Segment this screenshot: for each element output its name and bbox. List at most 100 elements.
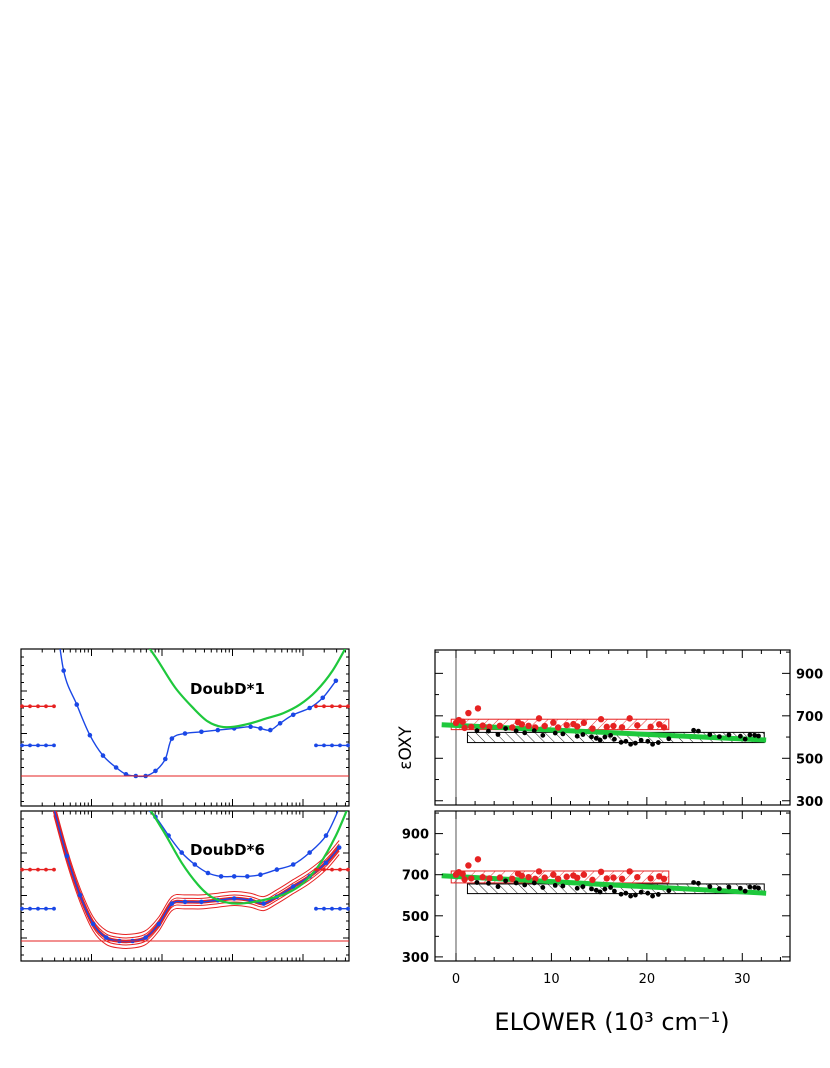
data-point [597, 716, 605, 723]
series-point [307, 850, 312, 855]
data-point [628, 741, 634, 747]
series-point [169, 736, 175, 741]
data-point [474, 880, 480, 885]
data-point [716, 734, 722, 740]
series-point [218, 874, 224, 879]
data-point [666, 888, 672, 894]
data-point [563, 721, 570, 729]
data-point [550, 871, 557, 878]
data-point [634, 722, 641, 729]
level-point [314, 906, 318, 911]
data-point [638, 889, 644, 895]
y-tick-label: 500 [796, 752, 823, 767]
data-point [503, 878, 509, 884]
data-point [522, 882, 528, 888]
data-point [633, 740, 638, 746]
level-point [52, 906, 56, 911]
data-point [560, 883, 566, 889]
level-point [28, 867, 32, 872]
series-point [205, 870, 211, 876]
data-point [468, 875, 475, 882]
data-point [645, 738, 651, 744]
panel-annotation: DoubD*1 [190, 680, 265, 698]
data-point [726, 884, 732, 890]
data-point [573, 874, 581, 881]
level-point [338, 743, 342, 748]
data-point [540, 885, 546, 890]
level-point [346, 743, 350, 748]
data-point [638, 737, 644, 743]
data-point [535, 715, 543, 722]
envelope-line [55, 811, 340, 935]
data-point [737, 885, 743, 891]
x-axis-label: ELOWER (10³ cm⁻¹) [494, 1008, 729, 1036]
level-point [20, 743, 24, 748]
data-point [691, 727, 697, 733]
data-point [603, 723, 610, 731]
data-point [610, 874, 617, 881]
series-point [290, 862, 296, 867]
x-tick-label: 30 [734, 972, 751, 987]
series-point [274, 867, 280, 872]
data-point [618, 739, 624, 745]
series-point [215, 727, 221, 733]
data-point [655, 740, 661, 745]
level-point [44, 743, 48, 748]
data-point [495, 732, 501, 737]
data-point [618, 724, 626, 731]
series-point [199, 729, 204, 735]
data-point [495, 884, 501, 890]
data-point [647, 723, 654, 731]
level-point [330, 906, 334, 911]
series-point [192, 862, 198, 867]
data-point [650, 741, 655, 747]
series-point [323, 860, 329, 866]
fit-line [441, 722, 767, 743]
data-point [742, 736, 748, 742]
data-point [540, 732, 546, 738]
y-tick-label: 700 [402, 869, 429, 884]
data-point [479, 873, 486, 881]
panel-frame [20, 648, 350, 807]
data-point [574, 733, 580, 739]
level-point [338, 704, 342, 709]
data-point [509, 724, 516, 731]
data-point [563, 873, 570, 880]
level-point [36, 906, 40, 911]
data-point [474, 856, 482, 863]
data-point [608, 732, 613, 738]
data-point [525, 722, 532, 730]
series-point [231, 874, 237, 879]
data-point [574, 885, 580, 891]
series-point [90, 921, 96, 927]
data-point [612, 888, 617, 894]
series-point [87, 732, 93, 738]
series-point [179, 850, 185, 855]
data-point [552, 730, 558, 736]
data-point [602, 734, 608, 740]
series-point [248, 724, 253, 729]
level-point [314, 867, 318, 872]
series-line [149, 811, 348, 905]
data-point [628, 893, 634, 899]
data-point [486, 880, 491, 886]
level-point [330, 704, 334, 709]
data-point [580, 732, 586, 737]
panel-frame [434, 810, 791, 962]
level-point [338, 906, 342, 911]
level-point [44, 867, 48, 872]
series-point [74, 702, 80, 707]
data-point [479, 722, 486, 729]
y-tick-label: 900 [796, 667, 823, 682]
envelope-line [53, 815, 340, 949]
data-point [461, 876, 468, 883]
level-point [346, 704, 350, 709]
x-tick-label: 20 [639, 972, 656, 987]
data-point [560, 731, 566, 737]
data-point [513, 728, 519, 734]
data-point [623, 738, 629, 744]
data-point [656, 873, 663, 880]
level-point [322, 743, 326, 748]
data-point [647, 875, 654, 882]
series-point [337, 806, 342, 811]
